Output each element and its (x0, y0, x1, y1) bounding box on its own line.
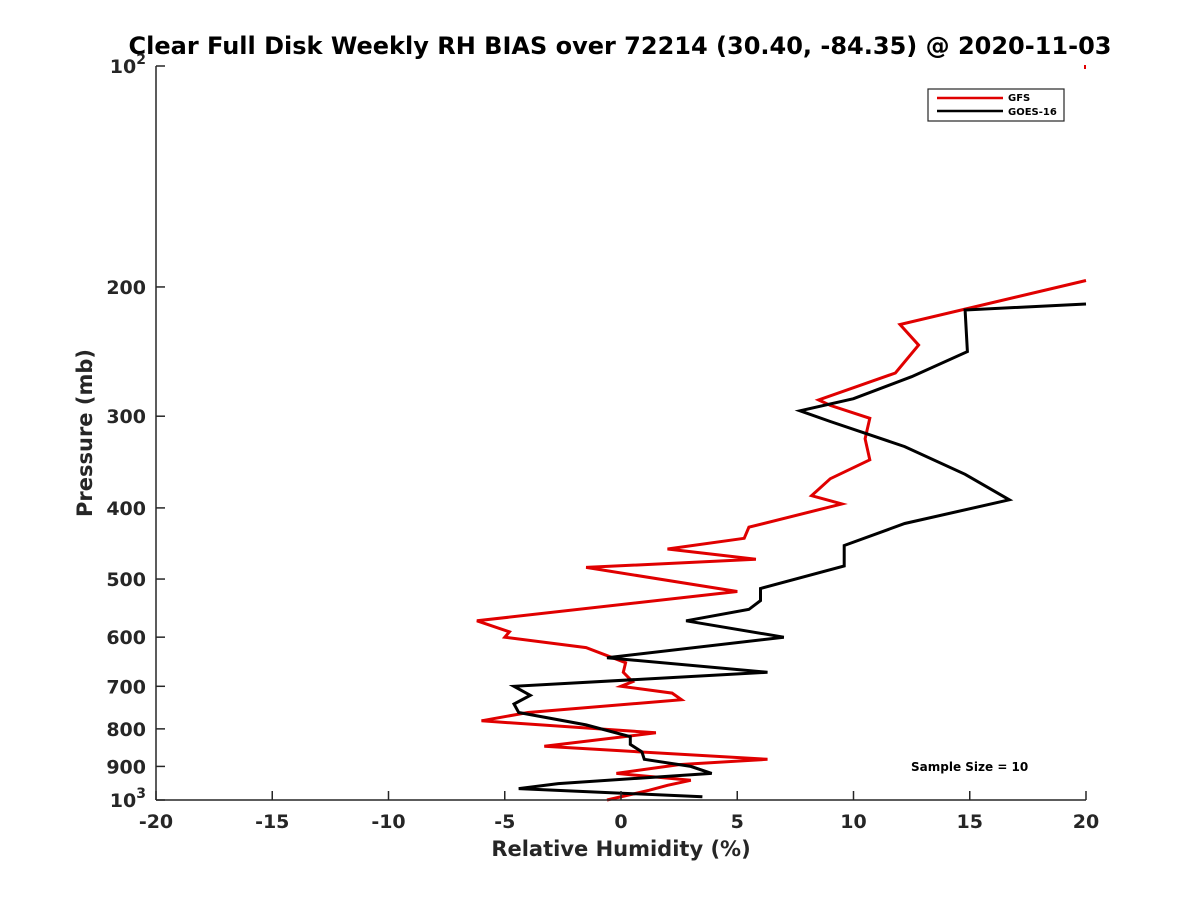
x-tick-label: -15 (255, 811, 289, 833)
sample-size-annotation: Sample Size = 10 (911, 760, 1028, 774)
y-axis-ticks: 102 200 300 400 500 600 700 800 900 103 (106, 52, 165, 812)
x-tick-label: 0 (614, 811, 627, 833)
series-layer (476, 279, 1087, 802)
y-tick-label: 600 (106, 627, 146, 649)
x-axis-label: Relative Humidity (%) (491, 837, 750, 861)
series-line-gfs (476, 279, 1087, 802)
x-tick-label: -20 (139, 811, 173, 833)
x-tick-label: 15 (957, 811, 983, 833)
x-tick-label: 5 (731, 811, 744, 833)
corner-mark (1084, 65, 1086, 69)
y-axis-label: Pressure (mb) (73, 349, 97, 517)
y-tick-label: 103 (110, 786, 146, 812)
y-tick-label: 900 (106, 756, 146, 778)
y-tick-label: 200 (106, 277, 146, 299)
x-tick-label: 20 (1073, 811, 1099, 833)
y-tick-label: 500 (106, 569, 146, 591)
x-tick-label: -5 (494, 811, 515, 833)
plot-background (156, 66, 1086, 800)
y-tick-label: 400 (106, 498, 146, 520)
legend: GFS GOES-16 (927, 88, 1065, 122)
y-tick-label: 800 (106, 719, 146, 741)
legend-box (927, 88, 1065, 122)
series-line-goes-16 (508, 302, 1087, 799)
y-tick-label: 102 (110, 52, 146, 78)
legend-label-goes16: GOES-16 (1008, 107, 1057, 118)
x-axis-ticks: -20 -15 -10 -5 0 5 10 15 20 (139, 791, 1099, 833)
chart-title: Clear Full Disk Weekly RH BIAS over 7221… (129, 32, 1112, 60)
y-tick-label: 300 (106, 406, 146, 428)
x-tick-label: -10 (371, 811, 405, 833)
legend-label-gfs: GFS (1008, 93, 1030, 104)
x-tick-label: 10 (840, 811, 866, 833)
y-tick-label: 700 (106, 676, 146, 698)
plot-area (155, 66, 1087, 802)
